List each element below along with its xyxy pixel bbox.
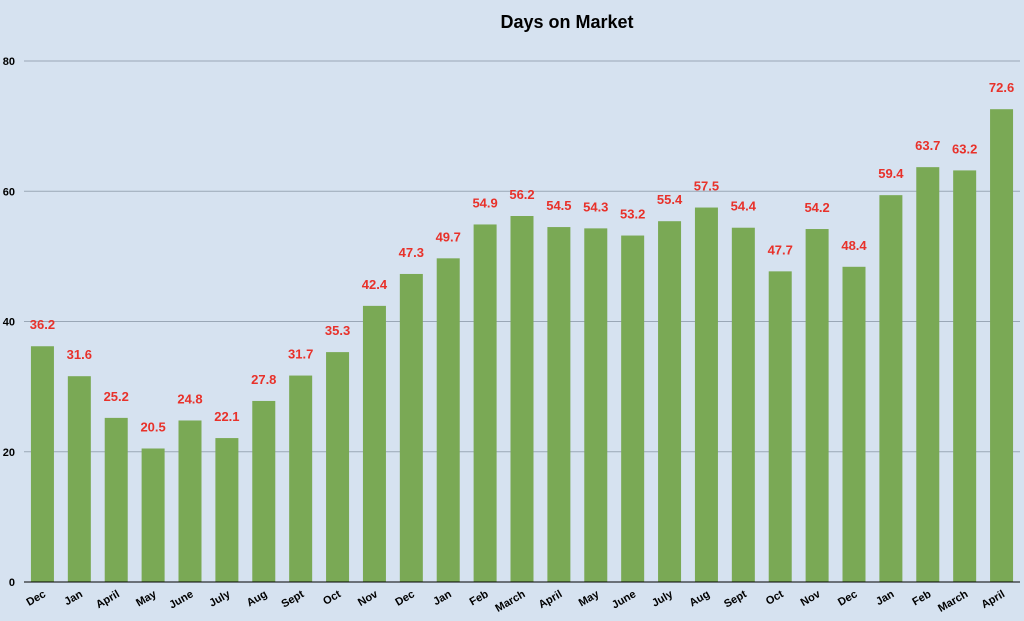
x-tick-label: April	[537, 588, 565, 611]
bar	[990, 109, 1014, 582]
y-tick-label: 40	[3, 317, 15, 329]
x-tick-label: June	[610, 588, 638, 611]
x-tick-label: April	[979, 588, 1007, 611]
data-label: 49.7	[436, 229, 461, 244]
data-label: 25.2	[104, 389, 129, 404]
y-tick-label: 20	[3, 447, 15, 459]
bar	[584, 228, 608, 582]
bar	[621, 235, 645, 582]
bar	[658, 221, 682, 582]
data-label: 54.2	[804, 200, 829, 215]
data-label: 72.6	[989, 80, 1014, 95]
x-tick-label: Sept	[280, 588, 307, 610]
data-label: 36.2	[30, 317, 55, 332]
x-tick-label: Dec	[24, 588, 47, 608]
x-tick-label: Sept	[722, 588, 749, 610]
x-tick-label: Oct	[764, 588, 786, 608]
data-label: 31.7	[288, 347, 313, 362]
bar	[547, 227, 571, 582]
bar	[842, 266, 866, 582]
x-tick-label: March	[493, 588, 527, 615]
data-label: 63.7	[915, 138, 940, 153]
y-tick-label: 60	[3, 186, 15, 198]
x-tick-label: May	[577, 588, 602, 610]
bar	[215, 438, 239, 582]
bar	[436, 258, 460, 582]
x-tick-label: May	[134, 588, 159, 610]
x-tick-label: Nov	[356, 588, 381, 609]
data-label: 54.3	[583, 199, 608, 214]
data-label: 47.7	[768, 242, 793, 257]
data-label: 55.4	[657, 192, 683, 207]
bar	[953, 170, 977, 582]
bar	[362, 305, 386, 582]
data-label: 20.5	[140, 419, 165, 434]
bar	[805, 229, 829, 582]
x-tick-label: Oct	[321, 588, 343, 608]
data-label: 24.8	[177, 391, 202, 406]
data-label: 27.8	[251, 372, 276, 387]
data-label: 42.4	[362, 277, 388, 292]
bar	[473, 224, 497, 582]
data-label: 63.2	[952, 141, 977, 156]
bar	[326, 352, 350, 582]
x-tick-label: Aug	[687, 588, 712, 609]
bar	[510, 215, 534, 582]
data-label: 54.4	[731, 199, 757, 214]
x-tick-label: Jan	[62, 588, 85, 608]
x-tick-label: June	[167, 588, 195, 611]
bar	[252, 400, 276, 582]
x-tick-label: Jan	[874, 588, 897, 608]
chart-title: Days on Market	[500, 12, 634, 32]
x-tick-label: July	[650, 588, 676, 610]
data-label: 59.4	[878, 166, 904, 181]
data-label: 22.1	[214, 409, 239, 424]
data-label: 57.5	[694, 179, 719, 194]
data-label: 48.4	[841, 238, 867, 253]
data-label: 53.2	[620, 207, 645, 222]
bar	[694, 207, 718, 582]
y-tick-label: 0	[9, 577, 15, 589]
x-tick-label: Dec	[393, 588, 416, 608]
bar	[141, 448, 165, 582]
data-label: 56.2	[509, 187, 534, 202]
x-tick-label: March	[936, 588, 970, 615]
bar	[916, 167, 940, 582]
x-tick-label: April	[94, 588, 122, 611]
x-tick-label: Jan	[431, 588, 454, 608]
bar	[731, 227, 755, 582]
data-label: 47.3	[399, 245, 424, 260]
y-tick-label: 80	[3, 56, 15, 68]
bar	[104, 417, 128, 582]
data-label: 54.9	[472, 195, 497, 210]
x-tick-label: Feb	[468, 588, 491, 608]
x-tick-label: Feb	[910, 588, 933, 608]
bar	[178, 420, 202, 582]
bar	[67, 376, 91, 582]
x-tick-label: Dec	[836, 588, 859, 608]
x-tick-label: Aug	[245, 588, 270, 609]
bar	[30, 346, 54, 582]
bar	[289, 375, 313, 582]
bar	[879, 195, 903, 582]
x-tick-label: July	[207, 588, 233, 610]
bar	[768, 271, 792, 582]
bar	[399, 273, 423, 582]
x-tick-label: Nov	[799, 588, 824, 609]
data-label: 35.3	[325, 323, 350, 338]
data-label: 31.6	[67, 347, 92, 362]
data-label: 54.5	[546, 198, 571, 213]
